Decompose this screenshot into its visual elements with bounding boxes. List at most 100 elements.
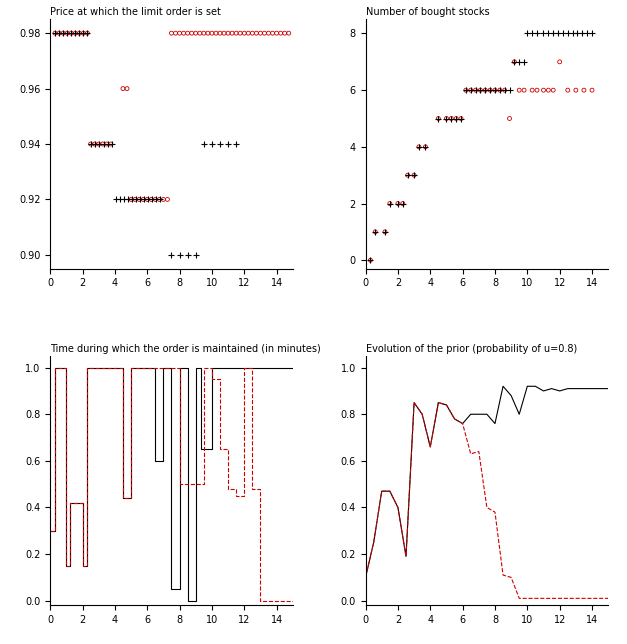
Point — [514, 85, 524, 95]
Point — [553, 28, 563, 39]
Point — [509, 57, 519, 67]
Point — [409, 170, 419, 180]
Point — [480, 85, 490, 95]
Point — [74, 28, 84, 39]
Point — [191, 28, 201, 39]
Point — [587, 28, 597, 39]
Point — [284, 28, 294, 39]
Point — [263, 28, 273, 39]
Point — [500, 85, 510, 95]
Point — [139, 194, 149, 205]
Point — [247, 28, 257, 39]
Point — [548, 85, 558, 95]
Point — [223, 139, 233, 149]
Point — [485, 85, 495, 95]
Point — [138, 194, 148, 205]
Point — [544, 85, 554, 95]
Point — [93, 139, 103, 149]
Point — [110, 194, 120, 205]
Point — [66, 28, 76, 39]
Point — [451, 113, 461, 124]
Point — [62, 28, 72, 39]
Point — [414, 142, 424, 152]
Point — [95, 139, 105, 149]
Point — [403, 170, 413, 180]
Point — [441, 113, 451, 124]
Point — [451, 113, 461, 124]
Point — [527, 85, 537, 95]
Point — [532, 85, 542, 95]
Point — [135, 194, 145, 205]
Point — [151, 194, 161, 205]
Point — [532, 28, 542, 39]
Point — [123, 194, 133, 205]
Point — [70, 28, 80, 39]
Point — [182, 28, 192, 39]
Point — [420, 142, 430, 152]
Point — [268, 28, 278, 39]
Point — [567, 28, 577, 39]
Point — [409, 170, 419, 180]
Point — [70, 28, 80, 39]
Point — [219, 28, 229, 39]
Point — [227, 28, 237, 39]
Point — [555, 57, 565, 67]
Point — [509, 57, 519, 67]
Point — [107, 139, 117, 149]
Point — [456, 113, 466, 124]
Point — [187, 28, 197, 39]
Point — [166, 28, 176, 39]
Point — [58, 28, 68, 39]
Point — [380, 227, 390, 237]
Point — [393, 198, 403, 209]
Point — [115, 194, 125, 205]
Point — [50, 28, 60, 39]
Point — [87, 139, 97, 149]
Point — [215, 139, 225, 149]
Point — [398, 198, 408, 209]
Point — [223, 28, 233, 39]
Point — [58, 28, 68, 39]
Point — [199, 28, 209, 39]
Point — [371, 227, 381, 237]
Point — [62, 28, 72, 39]
Point — [527, 28, 537, 39]
Point — [235, 28, 245, 39]
Point — [461, 85, 471, 95]
Point — [466, 85, 476, 95]
Point — [146, 194, 156, 205]
Point — [441, 113, 451, 124]
Point — [174, 28, 184, 39]
Point — [122, 84, 132, 94]
Point — [500, 85, 510, 95]
Point — [82, 28, 92, 39]
Point — [544, 28, 554, 39]
Point — [199, 139, 209, 149]
Point — [82, 28, 92, 39]
Point — [385, 198, 395, 209]
Point — [519, 57, 529, 67]
Point — [398, 198, 408, 209]
Point — [260, 28, 270, 39]
Point — [126, 194, 136, 205]
Point — [514, 57, 524, 67]
Point — [240, 28, 250, 39]
Point — [166, 250, 176, 260]
Point — [572, 28, 582, 39]
Point — [563, 85, 573, 95]
Point — [271, 28, 282, 39]
Point — [366, 255, 376, 265]
Point — [433, 113, 443, 124]
Point — [519, 85, 529, 95]
Point — [480, 85, 490, 95]
Point — [522, 28, 532, 39]
Point — [495, 85, 505, 95]
Point — [103, 139, 113, 149]
Point — [54, 28, 64, 39]
Point — [142, 194, 152, 205]
Point — [371, 227, 381, 237]
Point — [85, 139, 95, 149]
Point — [119, 194, 129, 205]
Point — [485, 85, 495, 95]
Point — [563, 28, 573, 39]
